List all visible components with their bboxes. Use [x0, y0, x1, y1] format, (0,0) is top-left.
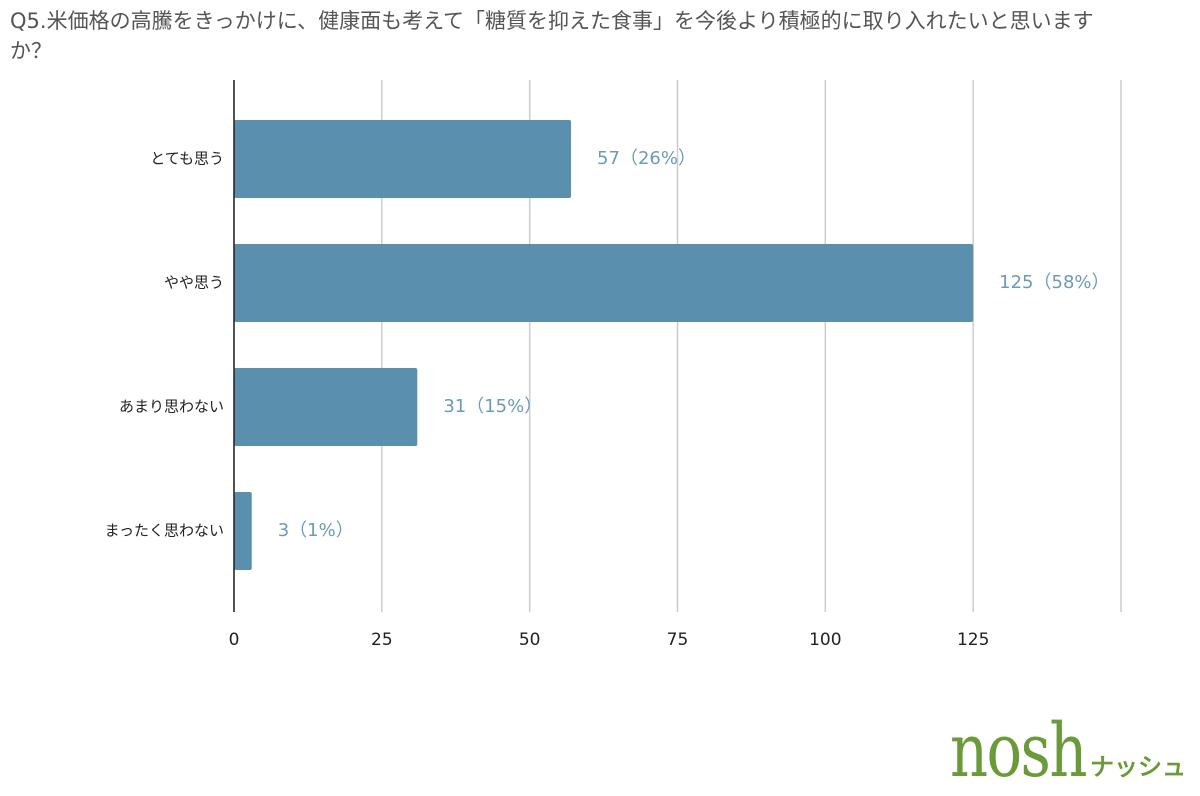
brand-kana: ナッシュ: [1090, 753, 1186, 781]
x-tick-label: 75: [667, 630, 689, 650]
value-label: 3（1%）: [278, 520, 354, 541]
x-tick-label: 25: [371, 630, 393, 650]
y-tick-label: まったく思わない: [105, 522, 224, 540]
x-tick-label: 50: [519, 630, 541, 650]
chart-title: Q5.米価格の高騰をきっかけに、健康面も考えて「糖質を抑えた食事」を今後より積極…: [10, 9, 1094, 63]
x-tick-label: 125: [957, 630, 989, 650]
brand-name: nosh: [950, 708, 1087, 794]
y-tick-label: あまり思わない: [119, 398, 224, 416]
bar: [234, 492, 252, 570]
y-tick-label: とても思う: [150, 150, 224, 168]
y-tick-label: やや思う: [164, 274, 224, 292]
bar: [234, 244, 974, 322]
value-label: 57（26%）: [597, 148, 696, 169]
x-tick-label: 0: [229, 630, 240, 650]
value-label: 125（58%）: [999, 272, 1109, 293]
value-label: 31（15%）: [443, 396, 542, 417]
bar: [234, 368, 418, 446]
x-tick-label: 100: [809, 630, 841, 650]
brand-logo: nosh ナッシュ: [916, 714, 1186, 788]
bar: [234, 120, 572, 198]
